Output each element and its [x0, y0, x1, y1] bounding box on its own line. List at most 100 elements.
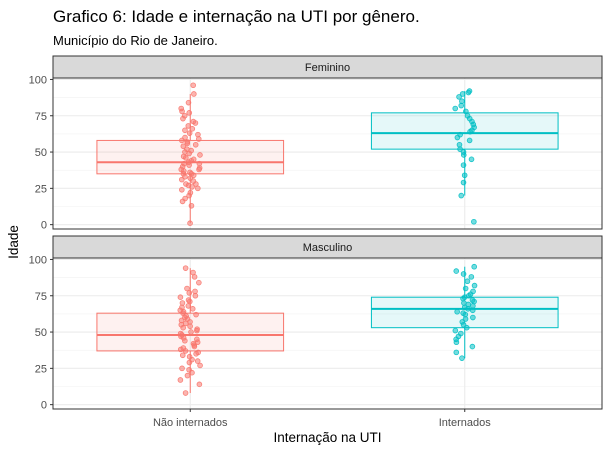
y-tick-label: 75 — [35, 291, 47, 303]
data-point — [181, 160, 187, 167]
box — [96, 312, 285, 352]
data-point — [184, 146, 190, 152]
data-point — [468, 156, 475, 163]
data-point — [460, 179, 467, 186]
data-point — [452, 327, 459, 334]
box — [96, 139, 285, 175]
data-point — [197, 152, 203, 158]
data-point — [185, 297, 192, 303]
data-point — [188, 202, 195, 209]
data-point — [187, 189, 194, 196]
panel-background — [53, 78, 602, 229]
data-point — [196, 381, 203, 388]
chart-title: Grafico 6: Idade e internação na UTI por… — [53, 7, 420, 26]
data-point — [471, 282, 478, 289]
data-point — [182, 265, 189, 271]
data-point — [191, 91, 197, 97]
data-point — [459, 98, 465, 105]
box — [370, 112, 559, 150]
data-point — [190, 269, 196, 276]
y-tick-label: 0 — [41, 220, 47, 232]
y-tick-label: 0 — [41, 400, 47, 412]
data-point — [190, 156, 197, 163]
data-point — [179, 365, 185, 372]
facet-label: Feminino — [305, 62, 350, 74]
data-point — [468, 274, 475, 280]
data-point — [192, 141, 199, 148]
data-point — [459, 355, 465, 361]
y-axis-title: Idade — [6, 225, 21, 259]
data-point — [462, 285, 469, 292]
panel-border — [52, 257, 603, 410]
data-point — [195, 131, 201, 138]
data-point — [458, 330, 464, 337]
data-point — [188, 329, 194, 335]
data-point — [458, 192, 465, 199]
data-point — [195, 136, 202, 142]
y-tick-label: 50 — [35, 327, 47, 339]
y-tick-label: 75 — [35, 111, 47, 123]
data-point — [459, 91, 466, 97]
y-tick-label: 100 — [29, 74, 47, 86]
data-point — [197, 362, 203, 369]
data-point — [182, 195, 188, 202]
data-point — [463, 108, 469, 115]
data-point — [470, 314, 476, 321]
data-point — [190, 118, 197, 125]
data-point — [186, 290, 193, 296]
data-point — [469, 343, 476, 350]
data-point — [182, 134, 188, 141]
data-point — [184, 139, 191, 145]
data-point — [460, 162, 467, 168]
y-tick-label: 50 — [35, 147, 47, 159]
data-point — [186, 353, 193, 360]
data-point — [187, 169, 193, 176]
data-point — [471, 263, 478, 270]
data-point — [189, 126, 196, 132]
data-point — [195, 349, 201, 356]
data-point — [194, 336, 200, 343]
data-point — [470, 288, 476, 295]
data-point — [179, 352, 186, 359]
data-point — [189, 306, 196, 312]
data-point — [453, 349, 460, 356]
panel-background — [53, 258, 602, 409]
panel-border — [52, 77, 603, 230]
data-point — [182, 390, 189, 396]
data-point — [460, 310, 466, 316]
data-point — [186, 366, 192, 373]
data-point — [464, 278, 471, 285]
data-point — [187, 220, 193, 226]
data-point — [454, 308, 460, 315]
data-point — [196, 160, 203, 167]
data-point — [193, 311, 199, 318]
data-point — [453, 268, 460, 274]
x-tick-label: Não internados — [153, 417, 228, 429]
data-point — [466, 88, 473, 94]
data-point — [460, 271, 467, 277]
data-point — [179, 186, 185, 193]
data-point — [186, 110, 193, 116]
x-axis-title: Internação na UTI — [273, 430, 381, 445]
x-tick-label: Internados — [439, 417, 491, 429]
data-point — [185, 99, 192, 106]
y-tick-label: 100 — [29, 254, 47, 266]
data-point — [192, 288, 198, 295]
data-point — [194, 358, 201, 364]
data-point — [177, 294, 184, 301]
data-point — [179, 300, 186, 306]
data-point — [177, 330, 184, 337]
data-point — [469, 297, 476, 303]
data-point — [182, 127, 188, 134]
data-point — [181, 112, 188, 119]
data-point — [471, 218, 477, 225]
data-point — [178, 105, 185, 112]
data-point — [456, 94, 462, 100]
data-point — [466, 137, 473, 144]
data-point — [180, 143, 187, 150]
data-point — [180, 345, 187, 351]
data-point — [185, 123, 192, 129]
facet-label: Masculino — [303, 242, 353, 254]
data-point — [184, 372, 191, 379]
data-point — [190, 82, 196, 89]
